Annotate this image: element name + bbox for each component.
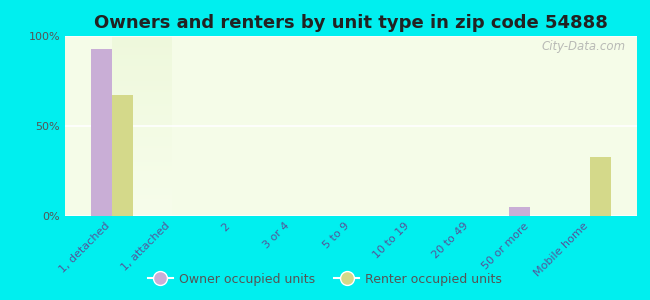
- Title: Owners and renters by unit type in zip code 54888: Owners and renters by unit type in zip c…: [94, 14, 608, 32]
- Bar: [590, 157, 611, 216]
- Bar: [510, 207, 530, 216]
- Legend: Owner occupied units, Renter occupied units: Owner occupied units, Renter occupied un…: [143, 268, 507, 291]
- Text: City-Data.com: City-Data.com: [541, 40, 625, 52]
- Bar: [112, 95, 133, 216]
- Bar: [91, 49, 112, 216]
